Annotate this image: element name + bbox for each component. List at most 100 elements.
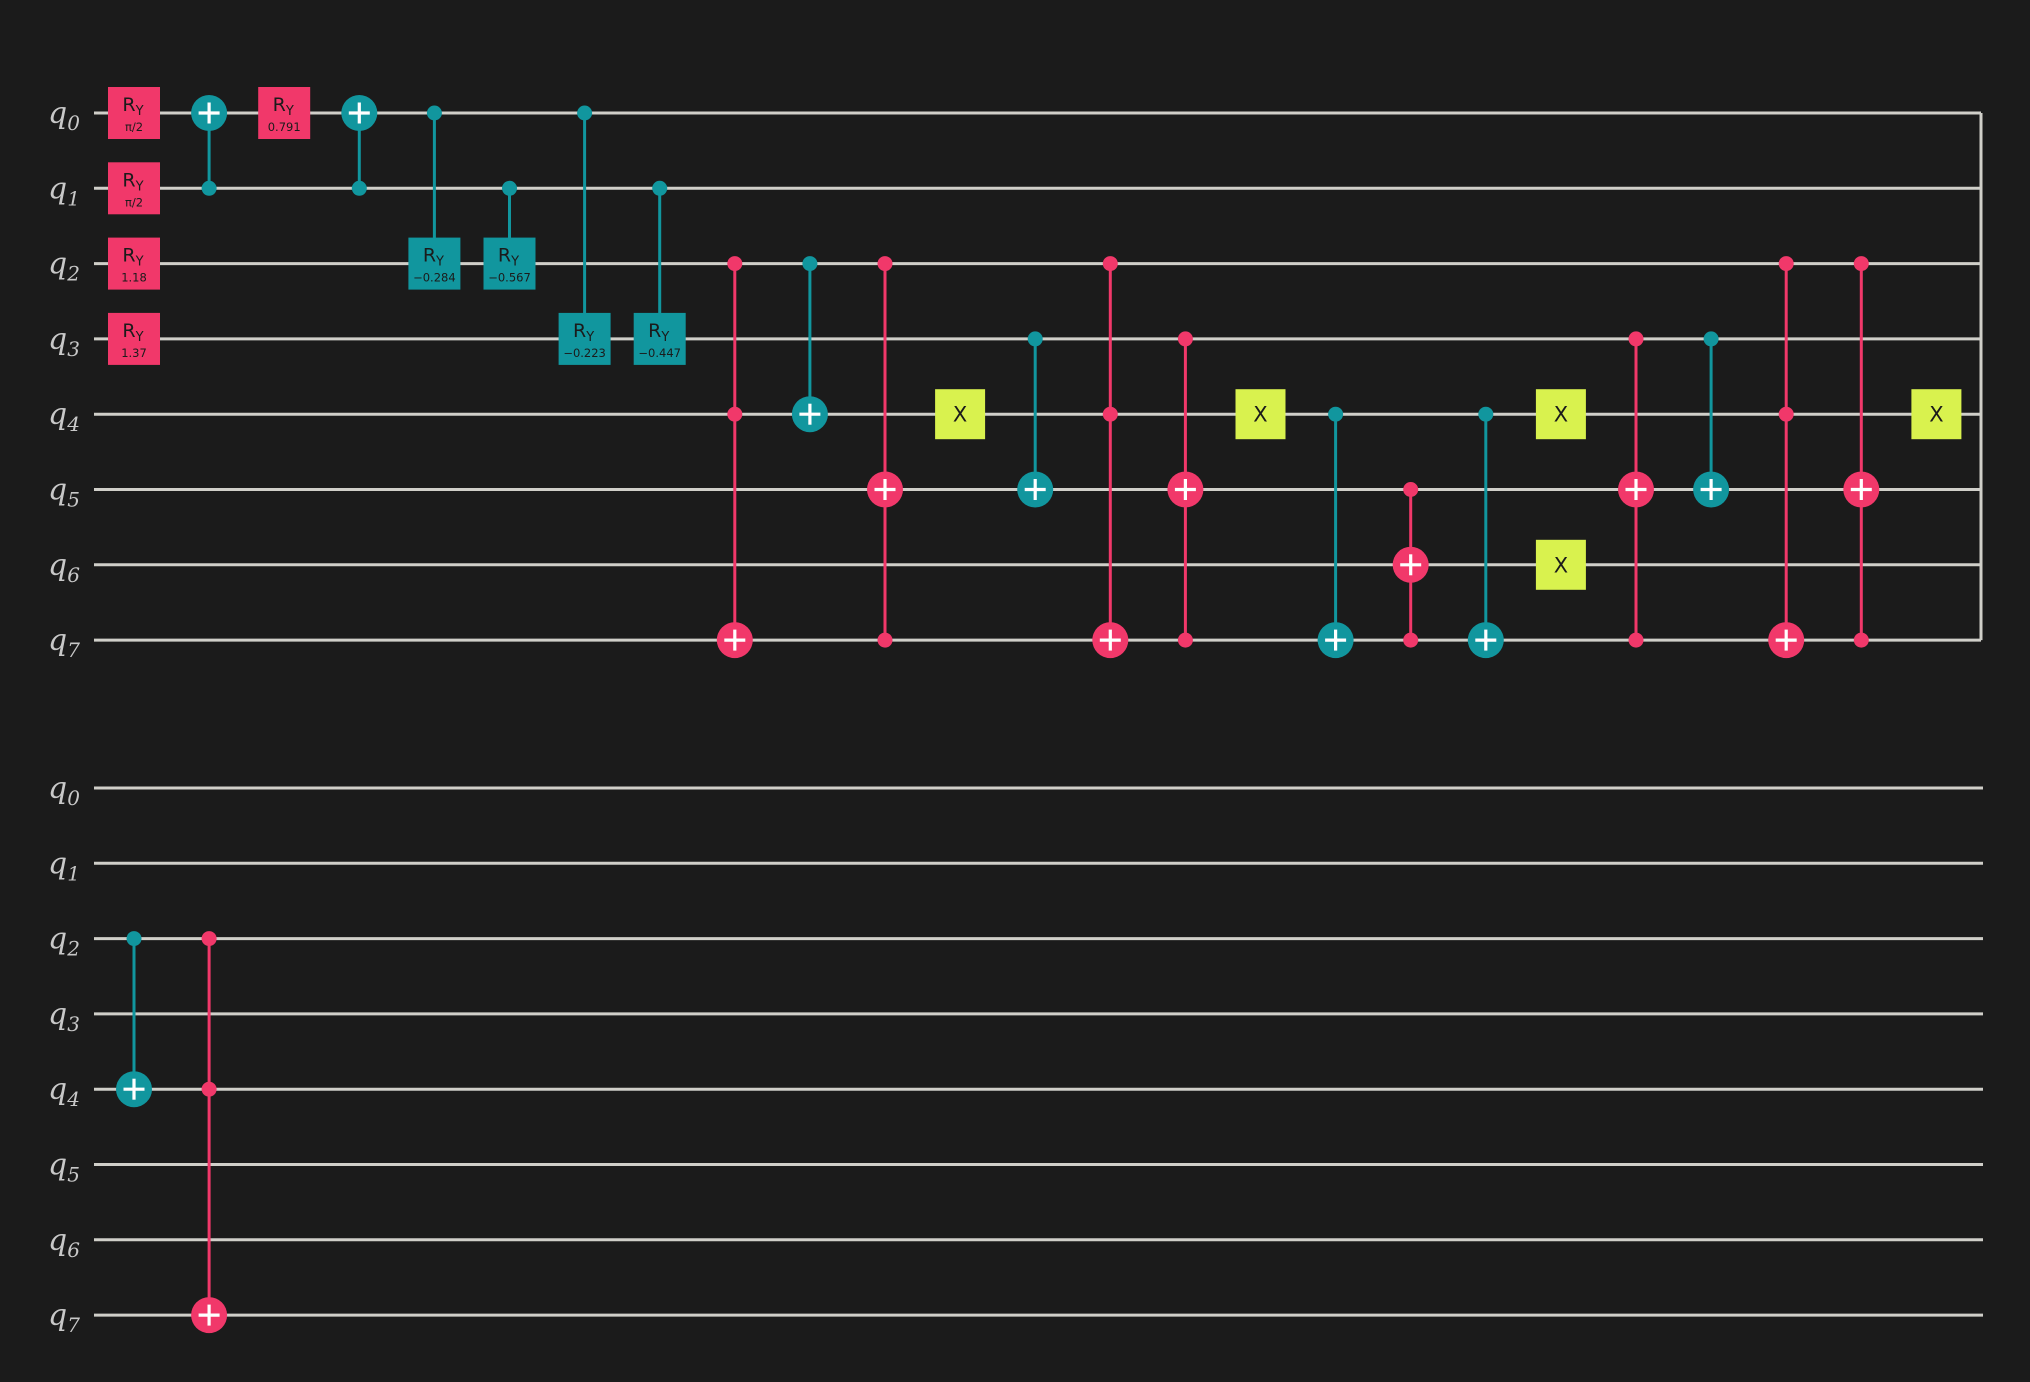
cnot-target [1092, 622, 1129, 659]
ry-gate-param: −0.567 [488, 271, 531, 285]
control-dot [1628, 331, 1644, 347]
qubit-label: q0 [48, 771, 80, 810]
ry-gate: RY1.18 [108, 237, 160, 290]
gate-cx [1768, 256, 1805, 659]
x-gate: X [1235, 389, 1286, 440]
qubit-label: q6 [48, 548, 80, 587]
gate-cx [1017, 331, 1054, 508]
gate-cry: RY−0.223 [558, 105, 611, 365]
qubit-label: q2 [48, 247, 80, 286]
circuit-row-1: q0q1q2q3q4q5q6q7RYπ/2RYπ/2RY1.18RY1.37RY… [48, 87, 1983, 662]
cnot-target [1392, 546, 1429, 583]
control-dot [727, 256, 743, 272]
gate-ry: RY1.37 [108, 312, 160, 365]
cnot-target [116, 1071, 152, 1108]
x-gate: X [1535, 389, 1586, 440]
ry-gate-param: −0.223 [563, 346, 606, 360]
cnot-target [191, 95, 228, 131]
control-dot [1102, 256, 1118, 272]
ry-gate-label: RY [122, 320, 143, 345]
ry-gate-label: RY [122, 169, 143, 194]
cnot-target [1618, 471, 1654, 508]
gate-cx [1392, 482, 1429, 648]
ry-gate-label: RY [423, 245, 444, 270]
control-dot [577, 105, 593, 121]
qubit-label: q5 [48, 1148, 80, 1187]
control-dot [1778, 256, 1794, 272]
gate-cx [191, 95, 228, 196]
ry-gate-param: 1.37 [121, 346, 147, 360]
gate-cry: RY−0.447 [633, 180, 686, 365]
qubit-label: q7 [48, 623, 80, 662]
ry-gate-param: π/2 [125, 120, 143, 134]
ry-gate: RY0.791 [258, 87, 311, 139]
ry-gate: RY−0.223 [558, 312, 611, 365]
x-gate: X [935, 389, 986, 440]
control-dot [1102, 406, 1118, 422]
control-dot [1027, 331, 1043, 347]
gate-x: X [1535, 389, 1586, 440]
cnot-target [1843, 471, 1880, 508]
ry-gate-param: 0.791 [268, 120, 301, 134]
control-dot [1403, 482, 1419, 497]
control-dot [1177, 331, 1193, 347]
cnot-target [1693, 471, 1730, 508]
x-gate-label: X [1554, 553, 1568, 577]
ry-gate-param: 1.18 [121, 271, 147, 285]
circuit-row-2: q0 q1 q2 q3 q4 q5 q6 q7 [48, 771, 1983, 1337]
cnot-target [1768, 622, 1805, 659]
control-dot [201, 1081, 217, 1097]
cnot-target [1167, 471, 1204, 508]
qubit-label: q4 [48, 1072, 80, 1111]
control-dot [502, 180, 517, 196]
ry-gate: RY−0.447 [633, 312, 686, 365]
qubit-label: q6 [48, 1223, 80, 1262]
gate-cx [1317, 406, 1354, 659]
cnot-target [1017, 471, 1054, 508]
ry-gate-label: RY [498, 245, 519, 270]
ry-gate: RY1.37 [108, 312, 160, 365]
gate-cx [1467, 406, 1504, 659]
control-dot [1403, 632, 1419, 648]
cnot-target [341, 95, 378, 131]
control-dot [201, 180, 217, 196]
x-gate: X [1535, 539, 1586, 590]
x-gate-label: X [1253, 403, 1267, 427]
control-dot [652, 180, 668, 196]
cnot-target [1467, 622, 1504, 659]
ry-gate-label: RY [573, 320, 594, 345]
control-dot [426, 105, 442, 121]
gate-cx [1092, 256, 1129, 659]
control-dot [1628, 632, 1644, 648]
control-dot [351, 180, 367, 196]
x-gate-label: X [1554, 403, 1568, 427]
control-dot [1478, 406, 1494, 422]
cnot-target [716, 622, 753, 659]
control-dot [1853, 256, 1869, 272]
ry-gate-param: π/2 [125, 195, 143, 209]
gate-x: X [935, 389, 986, 440]
gate-x: X [1235, 389, 1286, 440]
qubit-label: q4 [48, 397, 80, 436]
control-dot [877, 632, 893, 648]
ry-gate: RY−0.567 [483, 237, 536, 290]
gate-cx [791, 256, 828, 433]
control-dot [1177, 632, 1193, 648]
gate-cx [1167, 331, 1204, 648]
ry-gate: RY−0.284 [408, 237, 461, 290]
ry-gate-param: −0.447 [638, 346, 681, 360]
ry-gate-param: −0.284 [413, 271, 456, 285]
gate-ry: RY1.18 [108, 237, 160, 290]
qubit-label: q1 [48, 846, 80, 885]
qubit-label: q3 [48, 997, 80, 1036]
qubit-label: q3 [48, 322, 80, 361]
ry-gate-label: RY [122, 94, 143, 119]
gate-ry: RY0.791 [258, 87, 311, 139]
gate-ry: RYπ/2 [108, 87, 160, 139]
control-dot [1328, 406, 1344, 422]
gate-x: X [1535, 539, 1586, 590]
control-dot [1853, 632, 1869, 648]
x-gate-label: X [953, 403, 967, 427]
x-gate: X [1911, 389, 1962, 440]
